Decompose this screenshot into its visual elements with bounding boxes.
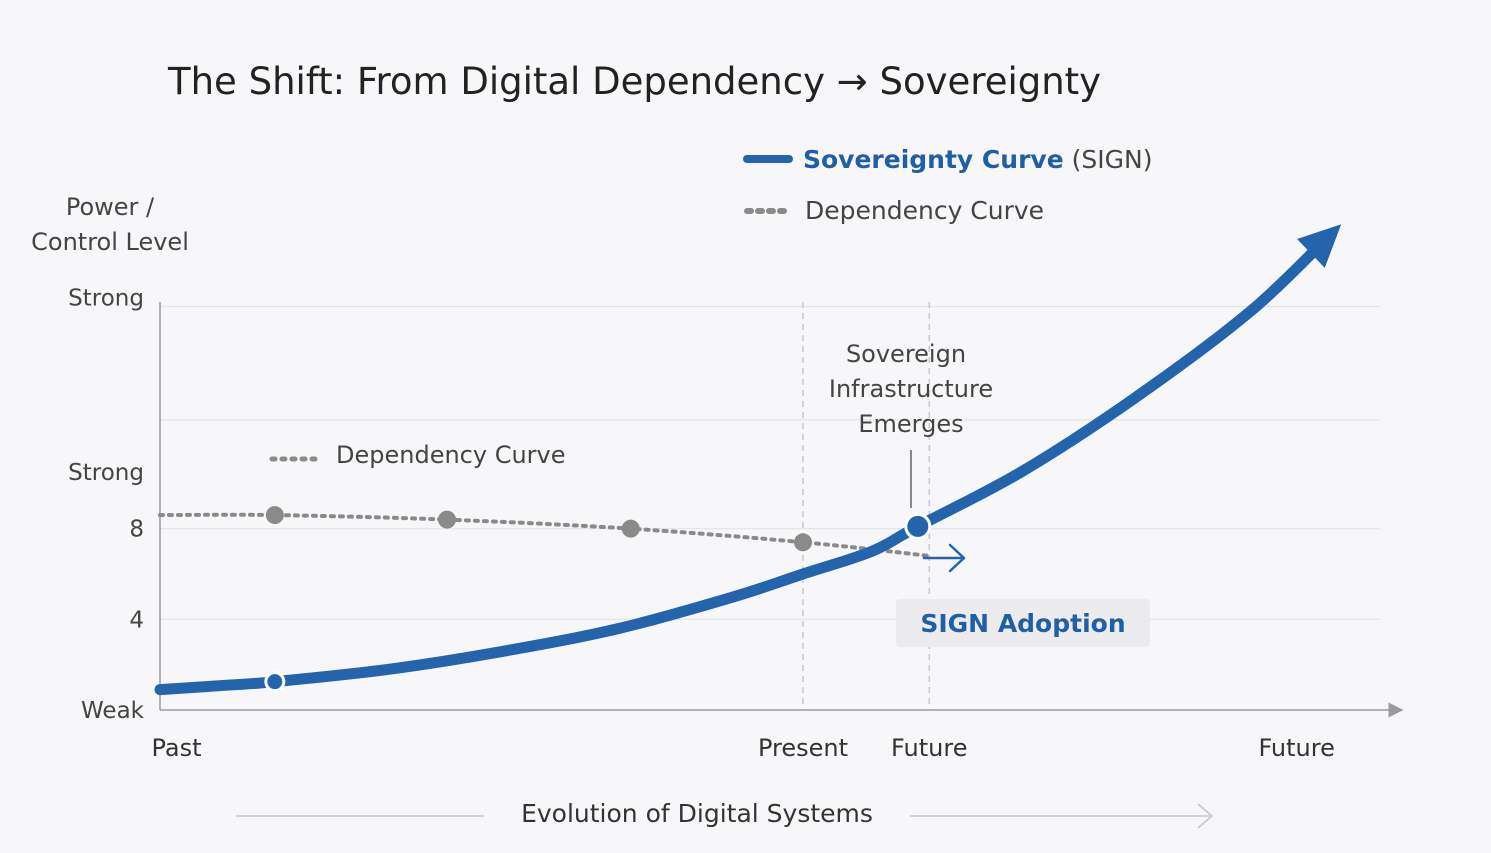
x-tick-label-1: Present [758,734,848,762]
dependency-curve-point-3 [793,533,812,552]
dependency-curve-point-2 [621,519,640,538]
adoption-arrow-icon [922,543,966,573]
badge-background [896,599,1150,647]
x-label-arrow-icon [1197,803,1214,829]
sovereignty-curve-line [154,228,1337,696]
annotation-dependency-label: Dependency Curve [336,441,566,469]
y-axis-label-line-1: Power / [66,193,155,221]
annotation-emerges-line-3: Emerges [858,410,963,438]
x-tick-label-0: Past [151,734,201,762]
y-tick-label-2: 8 [129,517,144,543]
badge-sign-adoption: SIGN Adoption [920,609,1125,638]
sovereignty-curve-point-0 [264,671,286,693]
x-tick-label-3: Future [1258,734,1334,762]
y-axis-label-line-2: Control Level [31,228,189,256]
legend-sovereignty-suffix: (SIGN) [1072,145,1153,174]
sovereignty-arrowhead-icon [1297,224,1342,268]
x-tick-labels: Past Present Future Future [151,734,1334,762]
annotation-emerges-line-2: Infrastructure [829,375,993,403]
x-axis-label: Evolution of Digital Systems [521,799,873,828]
y-tick-label-3: Strong [68,460,144,486]
annotation-emerges-line-1: Sovereign [846,340,966,368]
y-tick-label-0: Weak [81,698,145,724]
y-tick-labels: Weak 4 8 Strong Strong [68,285,144,724]
legend-sovereignty-label: Sovereignty Curve (SIGN) [803,145,1153,174]
x-tick-label-2: Future [891,734,967,762]
legend-dependency-label: Dependency Curve [805,196,1044,225]
y-tick-label-4: Strong [68,285,144,311]
legend-sovereignty-name: Sovereignty Curve [803,145,1064,174]
gridlines [160,305,1380,620]
reference-lines [802,302,931,710]
dependency-curve-point-1 [438,510,457,529]
sovereignty-curve-point-1 [904,512,932,540]
series-layer [154,224,1342,696]
chart-title: The Shift: From Digital Dependency → Sov… [167,60,1101,103]
y-tick-label-1: 4 [129,607,144,633]
dependency-curve-point-0 [265,506,284,525]
